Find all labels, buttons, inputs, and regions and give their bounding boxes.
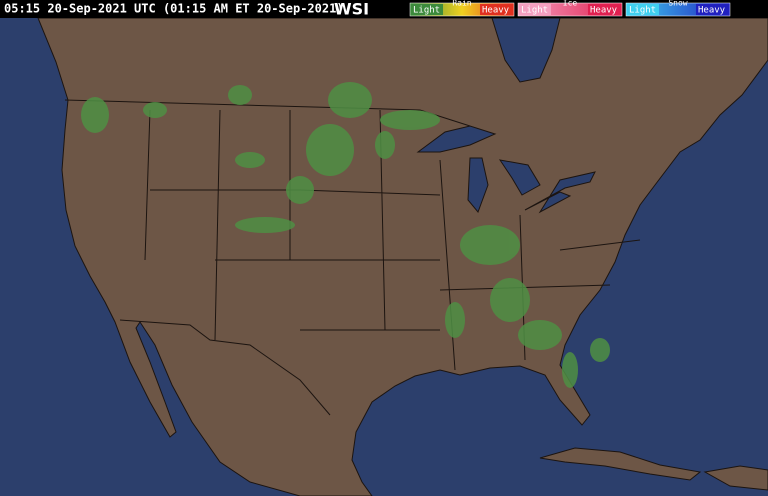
lake-michigan [467,157,489,213]
legend-light-box [627,4,659,15]
timestamp: 05:15 20-Sep-2021 UTC (01:15 AM ET 20-Se… [4,2,344,16]
legend-light: Light [413,6,440,16]
lake-erie-ontario [524,171,596,214]
legend-heavy: Heavy [482,6,510,16]
logo: WSI [334,0,369,19]
legend-heavy: Heavy [698,6,726,16]
cuba [539,447,702,481]
hispaniola [703,465,768,491]
legend-heavy-box [696,4,729,15]
legend-light: Light [521,6,548,16]
legend-group: Ice [563,0,578,8]
legend-heavy-box [480,4,513,15]
legend-heavy: Heavy [590,6,618,16]
legend-light: Light [629,6,656,16]
land [37,17,768,496]
legend: Light Heavy Rain Light Heavy Ice Light Heavy Sno… [409,0,731,17]
radar-echoes [81,82,610,388]
lake-superior [416,125,497,153]
legend-light-box [519,4,551,15]
legend-group: Rain [452,0,471,8]
lake-huron [498,159,541,196]
legend-group: Snow [668,0,687,8]
legend-light-box [411,4,443,15]
legend-heavy-box [588,4,621,15]
